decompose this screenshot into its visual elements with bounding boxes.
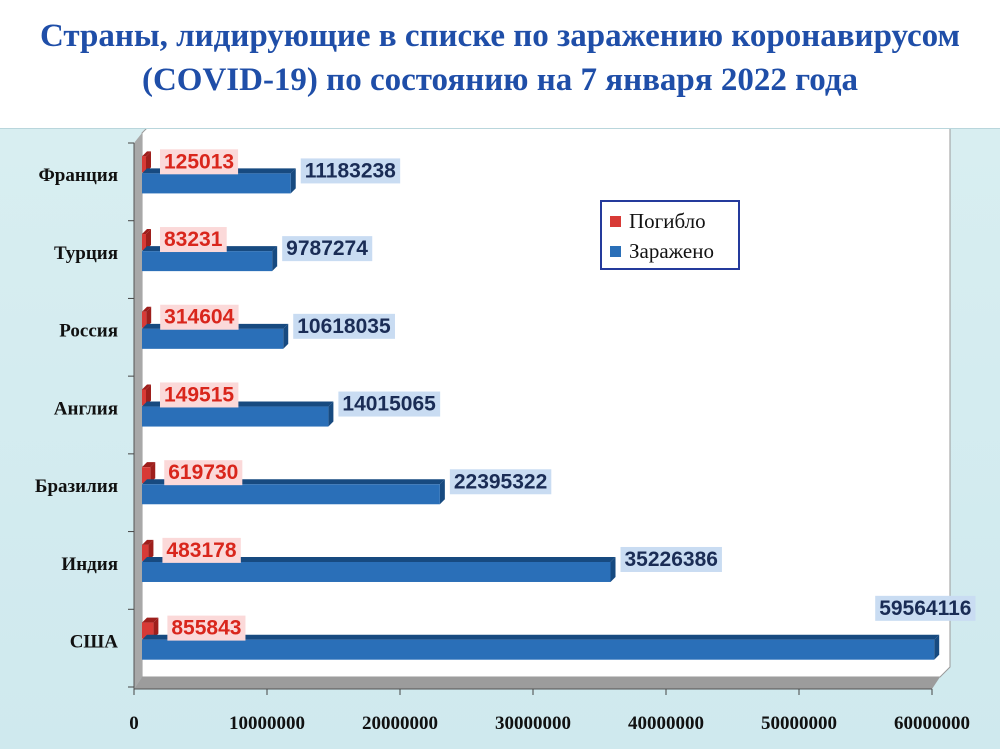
data-label-infected: 9787274	[286, 237, 368, 260]
bar-infected-side	[272, 246, 278, 272]
data-label-infected-bg	[449, 469, 552, 495]
bar-dead-side	[146, 229, 151, 251]
x-tick-label: 40000000	[628, 713, 704, 734]
bar-infected-side	[439, 479, 445, 505]
bar-infected-side	[934, 634, 940, 660]
bar-dead	[142, 467, 151, 484]
x-tick-label: 50000000	[761, 713, 837, 734]
data-label-dead: 125013	[164, 150, 234, 173]
data-label-dead-bg	[160, 304, 239, 330]
x-tick-label: 10000000	[229, 713, 305, 734]
data-label-dead-bg	[164, 460, 243, 486]
legend-swatch-infected	[610, 245, 621, 257]
category-label: США	[70, 631, 119, 652]
bar-infected	[142, 484, 440, 505]
data-label-infected-bg	[282, 236, 373, 262]
data-label-infected: 59564116	[879, 597, 971, 620]
category-label: Индия	[61, 554, 118, 575]
bar-dead	[142, 389, 146, 406]
bar-dead-side	[146, 151, 151, 173]
chart-panel: 0 10000000 20000000 30000000 40000000 5000000…	[0, 128, 1000, 749]
data-label-infected-bg	[338, 391, 441, 417]
chart-legend: Погибло Заражено	[600, 200, 740, 270]
bar-dead-top	[142, 151, 151, 157]
bar-dead-side	[146, 306, 152, 328]
bar-dead-side	[148, 539, 154, 561]
bar-dead-top	[142, 539, 154, 545]
data-label-infected: 11183238	[305, 159, 396, 182]
bar-dead	[142, 544, 149, 561]
bar-infected-side	[283, 323, 289, 349]
data-label-infected: 22395322	[454, 470, 547, 493]
data-label-dead: 855843	[171, 617, 241, 640]
data-label-dead: 314604	[164, 306, 234, 329]
bar-infected	[142, 639, 935, 660]
bar-dead	[142, 622, 154, 639]
bar-infected	[142, 406, 329, 427]
category-label: Франция	[38, 165, 118, 186]
data-label-infected: 35226386	[625, 548, 718, 571]
title-line-2: (COVID-19) по состоянию на 7 января 2022…	[141, 62, 859, 98]
bar-dead-top	[142, 462, 156, 468]
legend-label-dead: Погибло	[629, 208, 706, 233]
data-label-infected-bg	[300, 158, 401, 184]
bar-chart: 0 10000000 20000000 30000000 40000000 5000000…	[35, 129, 976, 734]
data-label-dead: 83231	[164, 228, 223, 251]
data-label-infected-bg	[875, 595, 976, 621]
chart-title: Страны, лидирующие в списке по заражению…	[0, 14, 1000, 102]
data-label-infected-bg	[620, 546, 722, 572]
bar-dead-top	[142, 617, 159, 623]
bar-infected	[142, 251, 273, 272]
legend-label-infected: Заражено	[629, 238, 714, 263]
x-tick-label: 30000000	[495, 713, 571, 734]
x-tick-label: 20000000	[362, 713, 438, 734]
bar-infected-side	[328, 401, 334, 427]
bar-dead-top	[142, 306, 152, 312]
bar-infected-side	[610, 556, 616, 582]
category-label: Россия	[59, 321, 118, 342]
data-label-dead: 619730	[168, 461, 238, 484]
bar-dead-side	[146, 384, 151, 406]
data-label-infected-bg	[293, 313, 395, 339]
x-tick-label: 0	[129, 713, 139, 734]
data-label-dead-bg	[160, 382, 239, 408]
bar-dead-top	[142, 229, 151, 235]
bar-infected	[142, 561, 611, 582]
plot-floor	[134, 677, 940, 689]
x-tick-label: 60000000	[894, 713, 970, 734]
bar-dead-side	[153, 617, 159, 639]
legend-item-dead: Погибло	[610, 206, 732, 236]
bar-infected	[142, 173, 291, 194]
bar-dead-side	[150, 462, 156, 484]
data-label-dead-bg	[162, 537, 241, 563]
bar-infected-side	[290, 168, 296, 194]
category-label: Англия	[54, 398, 118, 419]
bar-dead	[142, 234, 146, 251]
bar-infected-top	[142, 556, 616, 562]
data-label-dead: 149515	[164, 383, 234, 406]
bar-dead	[142, 156, 146, 173]
data-label-dead: 483178	[166, 539, 236, 562]
category-label: Бразилия	[35, 476, 118, 497]
data-label-dead-bg	[160, 227, 227, 253]
legend-item-infected: Заражено	[610, 236, 732, 266]
bar-infected	[142, 328, 284, 349]
bar-dead-top	[142, 384, 151, 390]
category-label: Турция	[54, 243, 118, 264]
title-line-1: Страны, лидирующие в списке по заражению…	[40, 18, 960, 54]
bar-infected-top	[142, 634, 940, 640]
data-label-dead-bg	[167, 615, 246, 641]
data-label-infected: 14015065	[342, 393, 436, 416]
bar-dead	[142, 311, 147, 328]
data-label-infected: 10618035	[297, 315, 391, 338]
legend-swatch-dead	[610, 215, 621, 227]
plot-side-wall	[134, 133, 142, 689]
data-label-dead-bg	[160, 149, 239, 175]
